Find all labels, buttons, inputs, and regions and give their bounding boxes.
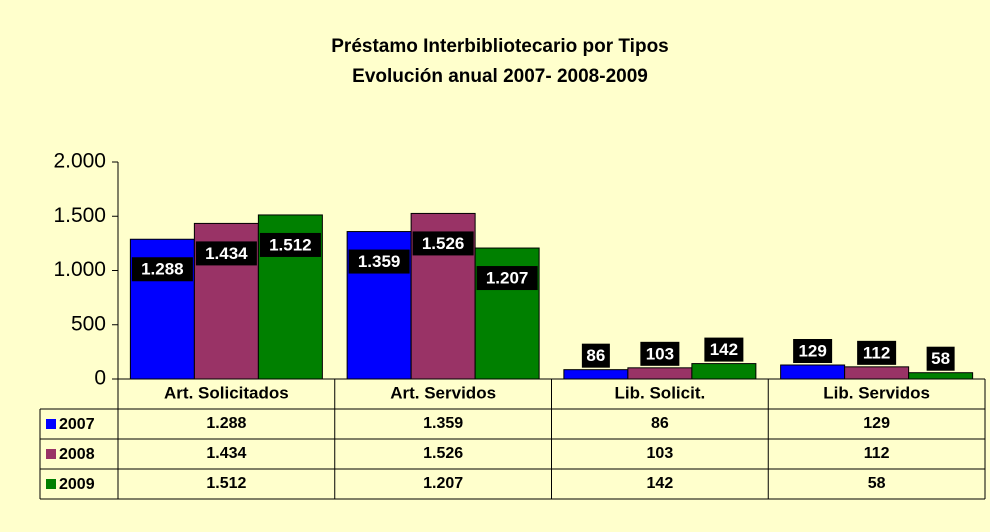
y-tick-label: 1.500 — [53, 204, 106, 227]
table-cell: 142 — [647, 475, 674, 492]
legend-label: 2008 — [59, 446, 95, 463]
data-label: 86 — [586, 346, 605, 365]
y-tick-label: 1.000 — [53, 258, 106, 281]
data-label: 112 — [863, 343, 890, 362]
table-cell: 86 — [651, 415, 669, 432]
table-cell: 1.359 — [423, 415, 463, 432]
data-label-box — [793, 339, 833, 364]
x-tick-label: Lib. Solicit. — [615, 383, 706, 402]
data-label: 1.207 — [486, 269, 529, 288]
data-label-box — [348, 249, 410, 274]
chart-title: Préstamo Interbibliotecario por Tipos — [331, 36, 669, 57]
legend-label: 2009 — [59, 476, 95, 493]
data-label: 1.526 — [422, 234, 465, 253]
table-cell: 1.207 — [423, 475, 463, 492]
data-label: 1.359 — [358, 252, 401, 271]
data-label: 142 — [710, 340, 738, 359]
data-label-box — [412, 231, 474, 256]
table-cell: 1.434 — [206, 445, 246, 462]
y-tick-label: 0 — [94, 367, 106, 390]
table-cell: 58 — [868, 475, 886, 492]
data-label: 129 — [798, 341, 826, 360]
data-label-box — [857, 340, 897, 365]
data-label-box — [581, 343, 610, 368]
data-label-box — [926, 346, 955, 371]
x-tick-label: Lib. Servidos — [823, 383, 930, 402]
data-label-box — [195, 241, 257, 266]
table-cell: 103 — [647, 445, 674, 462]
data-label: 1.512 — [269, 235, 312, 254]
bar — [691, 363, 757, 380]
bar — [844, 366, 910, 380]
y-tick-label: 500 — [71, 312, 106, 335]
x-tick-label: Art. Solicitados — [164, 383, 289, 402]
data-label: 103 — [646, 344, 674, 363]
data-label-box — [476, 266, 538, 291]
data-label-box — [640, 341, 680, 366]
chart-subtitle: Evolución anual 2007- 2008-2009 — [352, 66, 648, 87]
bar — [780, 364, 846, 380]
table-cell: 129 — [863, 415, 890, 432]
data-label-box — [259, 232, 321, 257]
data-label-box — [131, 257, 193, 282]
legend-label: 2007 — [59, 416, 95, 433]
data-label: 1.288 — [141, 260, 184, 279]
data-label-box — [704, 337, 744, 362]
bar — [563, 369, 629, 380]
bar — [908, 372, 974, 380]
data-label: 58 — [931, 349, 950, 368]
legend-key — [46, 449, 56, 459]
table-cell: 1.288 — [206, 415, 246, 432]
table-cell: 1.512 — [206, 475, 246, 492]
bar — [627, 367, 693, 380]
table-cell: 112 — [864, 445, 890, 462]
y-tick-label: 2.000 — [53, 150, 106, 173]
data-label: 1.434 — [205, 244, 248, 263]
legend-key — [46, 419, 56, 429]
legend-key — [46, 479, 56, 489]
x-tick-label: Art. Servidos — [390, 383, 496, 402]
table-cell: 1.526 — [423, 445, 463, 462]
